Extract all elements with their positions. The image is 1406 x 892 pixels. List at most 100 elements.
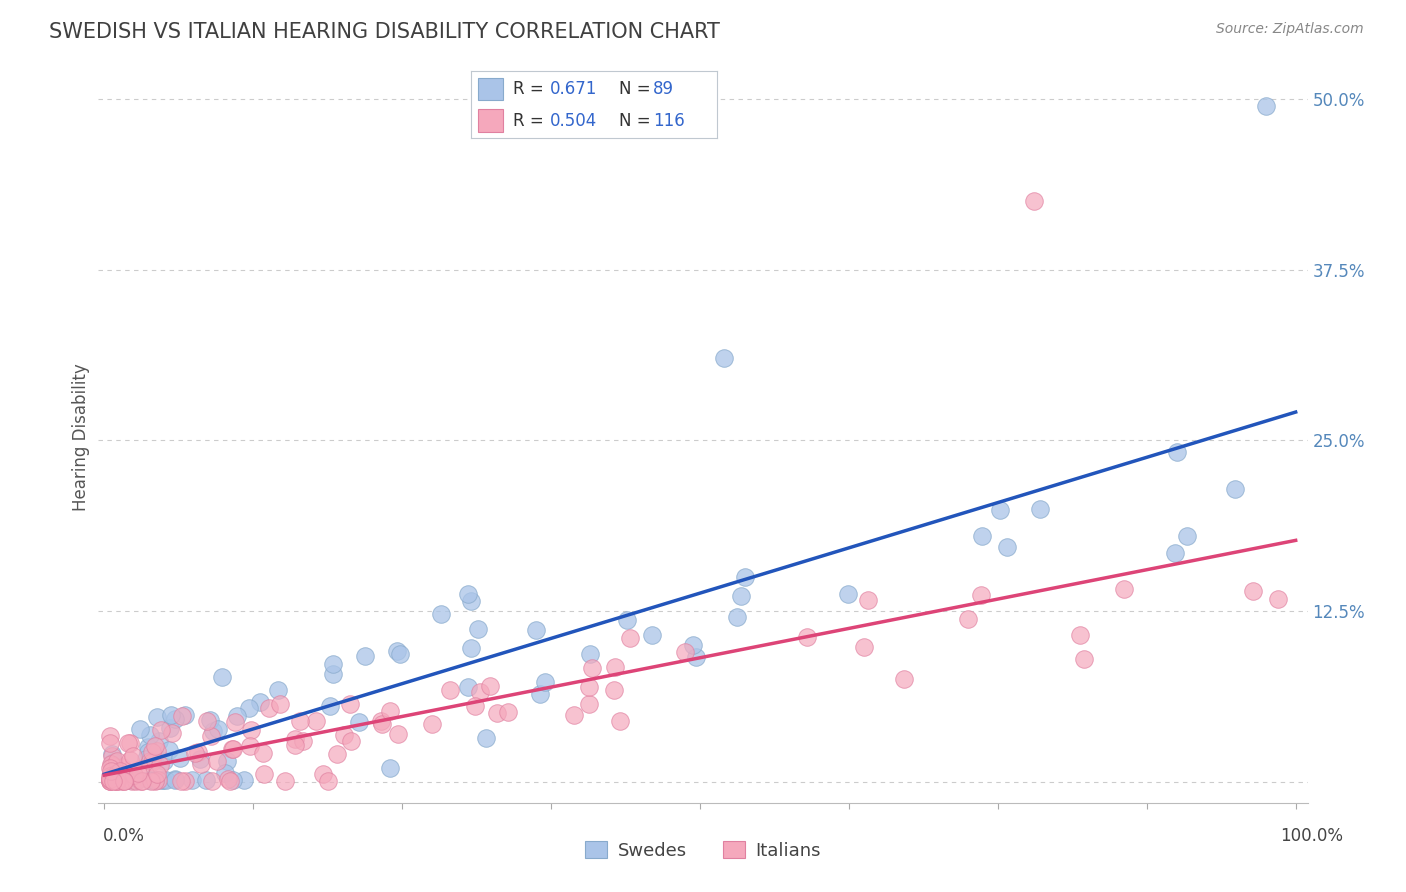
Point	[129, 773, 152, 788]
Point	[143, 739, 166, 753]
Point	[970, 529, 993, 543]
Point	[180, 772, 202, 787]
Point	[578, 647, 600, 661]
Point	[218, 773, 240, 788]
Point	[101, 759, 124, 773]
Point	[188, 752, 211, 766]
Point	[125, 772, 148, 787]
Point	[184, 746, 207, 760]
Point	[138, 754, 160, 768]
Point	[673, 644, 696, 658]
Point	[215, 754, 238, 768]
Point	[257, 700, 280, 714]
Point	[98, 773, 121, 788]
Point	[98, 761, 121, 775]
Point	[734, 570, 756, 584]
Point	[138, 772, 160, 787]
Point	[146, 767, 169, 781]
Point	[155, 772, 177, 787]
Point	[104, 773, 127, 788]
Point	[100, 756, 122, 770]
Point	[316, 773, 339, 788]
Point	[339, 697, 361, 711]
Legend: Swedes, Italians: Swedes, Italians	[578, 834, 828, 867]
Point	[141, 756, 163, 770]
Point	[117, 736, 139, 750]
Point	[429, 607, 451, 621]
Point	[149, 723, 172, 737]
Point	[152, 772, 174, 787]
Point	[475, 731, 498, 746]
Point	[98, 772, 121, 787]
Point	[160, 726, 183, 740]
Point	[146, 710, 169, 724]
Point	[578, 697, 600, 711]
Point	[107, 772, 129, 787]
Point	[100, 764, 122, 778]
Point	[238, 701, 260, 715]
Point	[333, 728, 356, 742]
Text: R =: R =	[513, 112, 548, 129]
Point	[274, 773, 297, 788]
Point	[103, 756, 125, 770]
Point	[1225, 482, 1247, 496]
Point	[602, 682, 624, 697]
Point	[378, 704, 401, 718]
Point	[118, 753, 141, 767]
Text: 0.0%: 0.0%	[103, 827, 145, 845]
Text: N =: N =	[619, 112, 655, 129]
Point	[150, 772, 173, 787]
Point	[619, 631, 641, 645]
Point	[378, 761, 401, 775]
Point	[205, 754, 228, 768]
Point	[641, 628, 664, 642]
Point	[995, 540, 1018, 554]
Point	[129, 723, 152, 737]
Point	[105, 773, 128, 788]
Text: 0.504: 0.504	[550, 112, 598, 129]
Point	[420, 717, 443, 731]
Point	[117, 772, 139, 787]
Point	[98, 772, 121, 786]
Point	[464, 698, 486, 713]
Point	[581, 661, 603, 675]
Point	[200, 730, 222, 744]
Point	[578, 680, 600, 694]
Point	[118, 772, 141, 787]
Point	[157, 743, 180, 757]
Point	[159, 721, 181, 735]
Point	[387, 643, 409, 657]
Point	[121, 773, 143, 788]
Point	[139, 773, 162, 788]
Point	[98, 729, 121, 743]
Point	[104, 771, 127, 785]
Point	[1073, 652, 1095, 666]
Point	[105, 754, 128, 768]
Point	[796, 630, 818, 644]
Point	[1069, 627, 1091, 641]
Text: 0.671: 0.671	[550, 80, 598, 98]
Point	[211, 670, 233, 684]
Point	[105, 769, 128, 783]
Text: R =: R =	[513, 80, 548, 98]
Point	[253, 766, 276, 780]
Point	[148, 734, 170, 748]
Point	[232, 772, 254, 787]
Point	[124, 767, 146, 781]
Point	[201, 723, 224, 738]
Point	[108, 764, 131, 779]
Point	[837, 586, 859, 600]
Point	[122, 772, 145, 787]
Point	[101, 768, 124, 782]
Point	[207, 722, 229, 736]
Point	[460, 594, 482, 608]
Point	[98, 772, 121, 786]
Point	[468, 684, 491, 698]
Point	[288, 714, 311, 729]
Point	[603, 659, 626, 673]
Point	[1175, 528, 1198, 542]
Point	[115, 772, 138, 787]
Point	[114, 773, 136, 788]
Point	[125, 773, 148, 788]
Point	[187, 746, 209, 760]
